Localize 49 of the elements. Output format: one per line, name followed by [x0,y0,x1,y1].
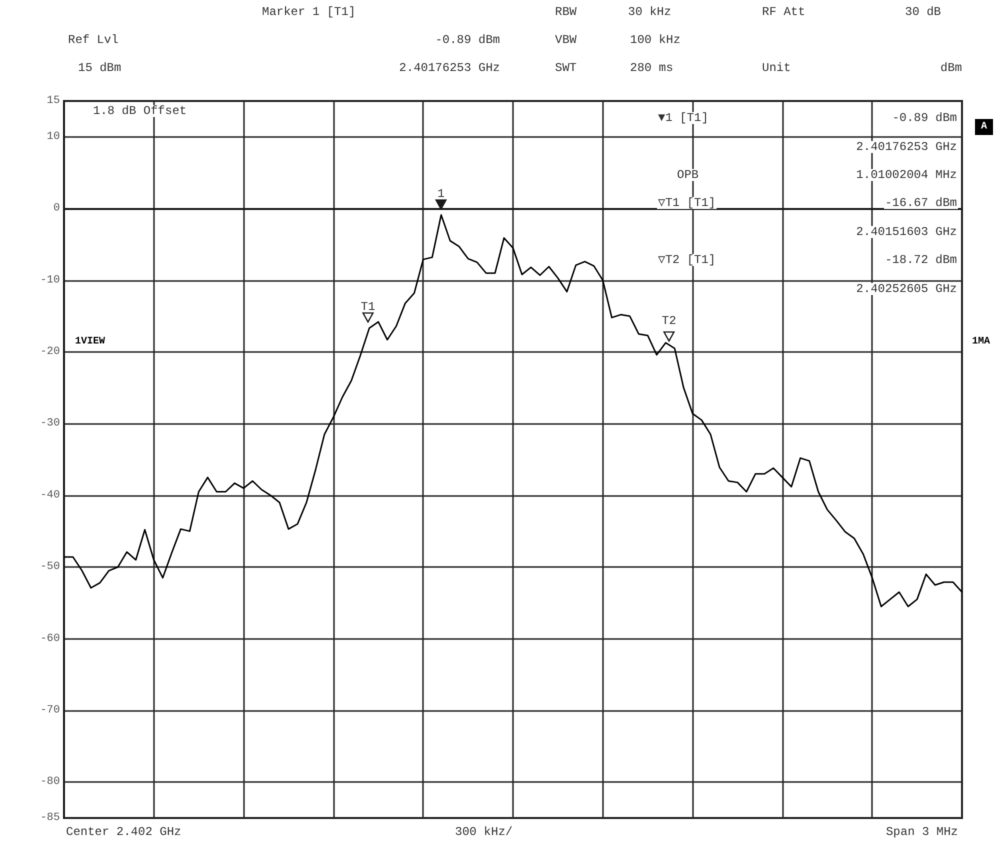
text: Ref Lvl [68,33,118,47]
y-tick-label: -10 [40,274,60,286]
annotation: 2.40176253 GHz [856,140,957,154]
text: 100 kHz [630,33,680,47]
y-tick-label: -50 [40,561,60,574]
annotation: 1.8 dB Offset [93,104,187,118]
annotation: 1 [437,187,445,201]
y-tick-label: -30 [40,418,60,430]
annotation: ▽T2 [T1] [658,253,716,267]
text: -0.89 dBm [435,33,500,47]
annotation: 1VIEW [75,336,106,348]
text: Unit [762,61,791,75]
annotation: -18.72 dBm [884,253,957,267]
y-tick-label: -60 [40,632,60,645]
text: VBW [555,33,578,47]
y-tick-label: -85 [40,812,60,824]
text: 300 kHz/ [455,825,513,839]
text: 15 dBm [78,61,122,75]
y-tick-label: -20 [40,346,60,358]
text: 30 dB [905,5,942,19]
y-tick-label: 0 [53,202,60,215]
text: SWT [555,61,577,75]
annotation: 2.40151603 GHz [856,225,957,239]
y-tick-label: 10 [46,130,60,143]
annotation: OPB [677,168,699,182]
text: A [980,122,988,132]
y-tick-label: -70 [40,704,60,716]
annotation: ▼1 [T1] [658,111,708,125]
annotation: 1.01002004 MHz [856,168,957,182]
annotation: T2 [662,314,676,328]
text: 30 kHz [628,5,672,19]
text: 1MA [972,336,990,348]
text: Center 2.402 GHz [66,825,182,839]
text: dBm [940,61,962,75]
y-tick-label: 15 [46,95,60,107]
y-tick-label: -80 [40,776,60,788]
text: 2.40176253 GHz [399,61,500,75]
annotation: ▽T1 [T1] [658,196,716,210]
text: RBW [555,5,578,19]
line-series [63,214,963,608]
text: RF Att [762,5,806,19]
chart-title: Marker 1 [T1] [262,5,356,19]
text: 280 ms [630,61,674,75]
annotation: -0.89 dBm [892,111,957,125]
annotation: -16.67 dBm [884,196,957,210]
annotation: 2.40252605 GHz [856,282,957,296]
y-tick-label: -40 [40,489,60,502]
text: Span 3 MHz [886,825,958,839]
annotation: T1 [360,300,376,314]
